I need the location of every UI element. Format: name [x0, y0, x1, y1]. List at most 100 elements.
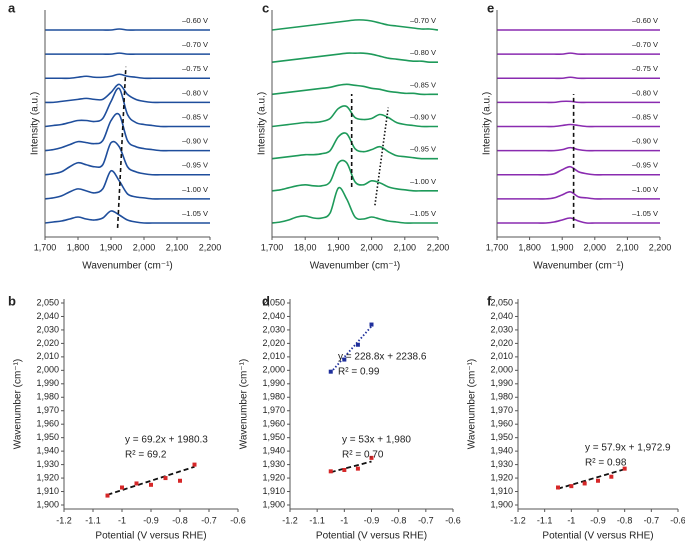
point — [609, 474, 614, 479]
y-tick-label: 1,990 — [36, 378, 59, 388]
spectrum — [497, 123, 660, 128]
spectrum — [496, 52, 660, 55]
x-tick-label: 1,800 — [67, 242, 90, 252]
point — [163, 476, 168, 481]
y-tick-label: 2,010 — [490, 351, 513, 361]
fit-line — [107, 465, 195, 496]
x-tick-label: 2,200 — [199, 242, 222, 252]
y-tick-label: 2,000 — [36, 365, 59, 375]
x-tick-label: 2,200 — [427, 242, 450, 252]
x-tick-label: -1.1 — [309, 515, 325, 525]
x-tick-label: 2,200 — [649, 242, 672, 252]
series-label: –0.70 V — [182, 40, 208, 49]
fit-equation: R² = 0.70 — [342, 450, 384, 461]
point — [178, 478, 182, 483]
spectrum — [271, 52, 439, 64]
y-tick-label: 2,030 — [490, 324, 513, 334]
series-label: –0.80 V — [410, 48, 436, 57]
x-axis-title: Wavenumber (cm⁻¹) — [82, 261, 172, 272]
point — [622, 466, 627, 471]
series-label: –0.75 V — [182, 64, 208, 73]
y-tick-label: 1,950 — [490, 432, 513, 442]
series-label: –0.95 V — [632, 161, 658, 170]
x-axis-title: Potential (V versus RHE) — [95, 531, 206, 542]
x-tick-label: 1,700 — [486, 242, 509, 252]
x-tick-label: -0.8 — [391, 515, 407, 525]
y-tick-label: 1,920 — [490, 472, 513, 482]
fit-equation: y = 228.8x + 2238.6 — [338, 352, 427, 363]
series-label: –0.70 V — [410, 16, 436, 25]
y-tick-label: 2,020 — [262, 338, 285, 348]
series-label: –0.80 V — [632, 88, 658, 97]
x-tick-label: 2,100 — [394, 242, 417, 252]
y-axis-title: Intensity (a.u.) — [482, 92, 493, 155]
y-axis-title: Intensity (a.u.) — [257, 92, 268, 155]
y-tick-label: 2,040 — [490, 311, 513, 321]
fit-equation: y = 69.2x + 1980.3 — [125, 435, 208, 446]
x-tick-label: 1,700 — [34, 242, 57, 252]
point — [328, 369, 333, 374]
y-tick-label: 1,900 — [36, 499, 59, 509]
point — [596, 478, 600, 483]
panel-label: a — [8, 0, 16, 15]
y-axis-title: Intensity (a.u.) — [30, 92, 41, 155]
spectrum — [44, 112, 210, 152]
spectrum — [271, 83, 438, 96]
y-tick-label: 1,980 — [262, 392, 285, 402]
y-tick-label: 2,030 — [36, 324, 59, 334]
series-label: –1.00 V — [410, 177, 436, 186]
series-label: –0.90 V — [632, 137, 658, 146]
spectrum — [44, 83, 210, 104]
x-tick-label: 2,000 — [584, 242, 607, 252]
series-label: –0.75 V — [632, 64, 658, 73]
x-tick-label: -1 — [118, 515, 126, 525]
y-tick-label: 1,970 — [490, 405, 513, 415]
x-tick-label: 1,900 — [551, 242, 574, 252]
panel-label: d — [262, 293, 270, 308]
y-tick-label: 1,910 — [36, 486, 59, 496]
x-tick-label: 18,00 — [294, 242, 317, 252]
y-tick-label: 2,040 — [262, 311, 285, 321]
series-label: –0.60 V — [182, 16, 208, 25]
y-tick-label: 1,940 — [262, 446, 285, 456]
y-tick-label: 1,920 — [36, 472, 59, 482]
x-tick-label: 2,000 — [360, 242, 383, 252]
spectrum — [497, 191, 660, 200]
x-tick-label: -0.6 — [670, 515, 685, 525]
x-tick-label: -1.1 — [537, 515, 553, 525]
x-tick-label: -1.2 — [282, 515, 298, 525]
spectrum — [496, 146, 660, 152]
y-axis-title: Wavenumber (cm⁻¹) — [239, 359, 250, 449]
y-axis-title: Wavenumber (cm⁻¹) — [13, 359, 24, 449]
x-tick-label: -1.2 — [510, 515, 526, 525]
x-tick-label: -0.9 — [364, 515, 380, 525]
y-tick-label: 2,000 — [262, 365, 285, 375]
y-tick-label: 1,980 — [36, 392, 59, 402]
x-tick-label: -1.1 — [85, 515, 101, 525]
point — [120, 485, 124, 490]
x-tick-label: -1 — [567, 515, 575, 525]
x-tick-label: 1,800 — [518, 242, 541, 252]
x-tick-label: -1 — [340, 515, 348, 525]
y-tick-label: 1,900 — [490, 499, 513, 509]
series-label: –0.85 V — [632, 112, 658, 121]
spectrum — [271, 186, 438, 224]
series-label: –1.05 V — [632, 209, 658, 218]
spectrum — [496, 217, 660, 224]
y-tick-label: 1,930 — [262, 459, 285, 469]
x-tick-label: -0.6 — [230, 515, 246, 525]
x-tick-label: 2,100 — [616, 242, 639, 252]
y-tick-label: 1,970 — [262, 405, 285, 415]
x-tick-label: 2,100 — [166, 242, 189, 252]
fit-equation: y = 57.9x + 1,972.9 — [585, 443, 671, 454]
y-tick-label: 1,950 — [36, 432, 59, 442]
panel-label: c — [262, 0, 269, 15]
fit-equation: R² = 0.98 — [585, 458, 627, 469]
y-tick-label: 2,030 — [262, 324, 285, 334]
x-axis-title: Wavenumber (cm⁻¹) — [310, 261, 400, 272]
spectrum — [271, 159, 438, 192]
series-label: –0.70 V — [632, 40, 658, 49]
y-tick-label: 2,050 — [36, 297, 59, 307]
y-tick-label: 1,970 — [36, 405, 59, 415]
